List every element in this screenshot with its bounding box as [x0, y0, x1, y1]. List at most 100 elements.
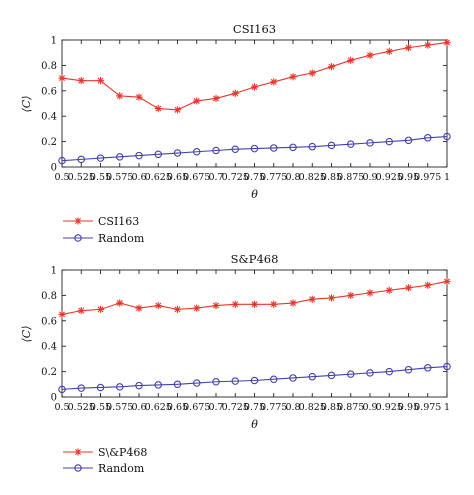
data-point-star	[327, 294, 336, 302]
data-point-circle	[308, 372, 316, 381]
x-tick-label: 0.875	[337, 402, 364, 413]
data-point-circle	[116, 383, 124, 391]
x-tick-label: 0.7	[208, 172, 223, 183]
y-tick-label: 0.6	[41, 86, 57, 97]
data-point-circle	[250, 376, 259, 385]
legend-marker-circle	[74, 234, 82, 242]
series-primary	[58, 277, 451, 319]
data-point-star	[289, 299, 297, 307]
x-tick-label: 0.875	[337, 172, 364, 183]
x-tick-label: 0.55	[90, 402, 111, 413]
x-tick-label: 0.85	[321, 172, 342, 183]
x-tick-label: 0.725	[222, 402, 249, 413]
data-point-star	[135, 304, 143, 312]
data-point-circle	[308, 142, 316, 151]
data-point-star	[116, 299, 124, 307]
data-point-circle	[116, 153, 124, 161]
x-axis-label: θ	[251, 418, 258, 431]
data-point-star	[347, 56, 355, 64]
data-point-star	[193, 304, 201, 312]
x-tick-label: 0.85	[321, 402, 342, 413]
x-tick-label: 0.625	[145, 172, 172, 183]
legend-entry: Random	[63, 462, 145, 475]
data-point-circle	[58, 385, 66, 394]
x-tick-label: 0.7	[208, 402, 223, 413]
data-point-star	[212, 94, 220, 103]
chart-title: S&P468	[231, 252, 279, 266]
data-point-circle	[250, 144, 259, 153]
x-tick-label: 0.575	[106, 172, 133, 183]
series-line	[61, 365, 448, 390]
data-point-star	[327, 63, 336, 71]
data-point-circle	[423, 134, 432, 142]
data-point-star	[135, 93, 143, 101]
data-point-circle	[212, 378, 220, 386]
data-point-circle	[96, 154, 105, 162]
data-point-star	[424, 281, 432, 289]
data-point-star	[404, 284, 413, 292]
data-point-circle	[385, 367, 393, 376]
data-point-star	[308, 69, 316, 77]
legend-entry: CSI163	[63, 215, 139, 228]
x-tick-label: 0.925	[376, 172, 403, 183]
data-point-star	[366, 289, 374, 297]
data-point-star	[58, 74, 66, 82]
data-point-circle	[443, 362, 451, 371]
x-tick-label: 0.525	[68, 402, 95, 413]
legend-entry: S\&P468	[63, 446, 147, 459]
data-point-circle	[135, 151, 143, 160]
x-tick-label: 0.775	[260, 172, 287, 183]
x-tick-label: 0.8	[285, 172, 300, 183]
x-tick-label: 0.55	[90, 172, 111, 183]
x-tick-label: 0.95	[398, 172, 419, 183]
y-tick-label: 0.6	[41, 316, 57, 327]
legend-marker-star	[74, 448, 82, 456]
data-point-star	[443, 38, 451, 47]
legend-entry: Random	[63, 232, 145, 245]
data-point-circle	[193, 379, 201, 387]
y-tick-label: 0.8	[41, 291, 57, 302]
data-point-circle	[346, 370, 355, 378]
x-tick-label: 0.75	[244, 172, 265, 183]
data-point-circle	[289, 374, 297, 382]
data-point-star	[154, 301, 162, 310]
data-point-circle	[231, 145, 240, 153]
y-tick-label: 1	[51, 36, 57, 47]
data-point-star	[96, 305, 105, 313]
legend-marker-star	[74, 217, 82, 225]
y-tick-label: 1	[51, 266, 57, 277]
data-point-circle	[423, 364, 432, 372]
data-point-star	[289, 73, 297, 81]
x-tick-label: 0.825	[299, 172, 326, 183]
legend-label: Random	[98, 462, 145, 475]
chart-panel-1: CSI16300.20.40.60.810.50.5250.550.5750.6…	[20, 22, 451, 245]
data-point-circle	[58, 156, 66, 165]
data-point-star	[173, 305, 182, 313]
x-tick-label: 0.65	[167, 402, 188, 413]
x-tick-label: 0.625	[145, 402, 172, 413]
y-tick-label: 0.4	[41, 342, 57, 353]
x-tick-label: 0.975	[414, 402, 441, 413]
legend-label: CSI163	[98, 215, 139, 228]
x-tick-label: 0.5	[54, 172, 69, 183]
y-tick-label: 0.4	[41, 112, 57, 123]
x-tick-label: 0.825	[299, 402, 326, 413]
data-point-star	[270, 78, 278, 86]
x-tick-label: 0.65	[167, 172, 188, 183]
y-tick-label: 0	[51, 393, 57, 404]
data-point-star	[385, 47, 393, 56]
data-point-circle	[289, 143, 297, 152]
data-point-star	[308, 295, 316, 303]
data-point-star	[250, 300, 259, 308]
data-point-circle	[173, 380, 182, 389]
data-point-circle	[231, 377, 240, 385]
series-line	[61, 135, 448, 162]
data-point-star	[347, 291, 355, 299]
data-point-circle	[154, 381, 163, 389]
x-tick-label: 0.675	[183, 172, 210, 183]
data-point-circle	[366, 139, 374, 147]
data-point-circle	[366, 369, 374, 377]
data-point-star	[385, 286, 393, 294]
data-point-circle	[404, 136, 413, 145]
